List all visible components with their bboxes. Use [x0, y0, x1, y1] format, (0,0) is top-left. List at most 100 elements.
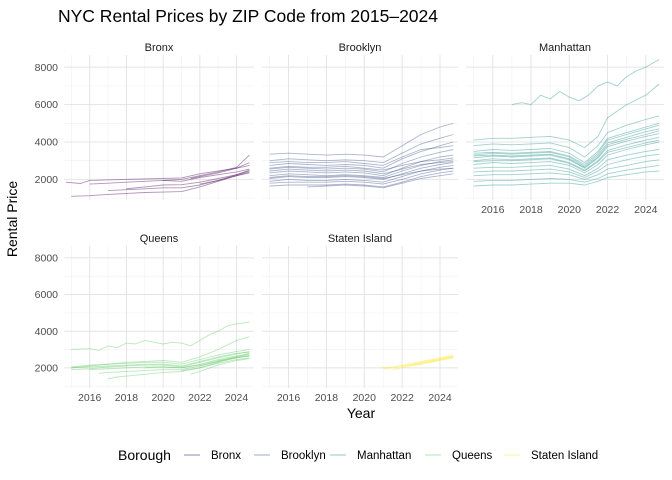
series-line-manhattan-5	[473, 128, 660, 167]
series-line-manhattan-16	[473, 139, 660, 172]
series-line-queens-5	[89, 353, 250, 371]
x-tick-label: 2024	[634, 204, 658, 216]
series-line-manhattan-12	[473, 164, 660, 183]
series-group-bronx	[65, 154, 250, 197]
legend-title: Borough	[118, 447, 171, 463]
series-line-staten-island-5	[411, 356, 454, 366]
series-group-staten-island	[379, 354, 454, 371]
series-line-bronx-3	[89, 168, 250, 185]
legend-label-bronx: Bronx	[211, 450, 241, 462]
series-group-queens	[71, 321, 250, 380]
series-line-brooklyn-11	[269, 157, 454, 171]
series-line-bronx-8	[199, 170, 250, 185]
series-line-manhattan-15	[473, 130, 660, 168]
series-line-brooklyn-3	[269, 141, 454, 169]
panel-queens: Queens 2000 4000 6000 8000 2016 2018 2020 2022 20…	[35, 233, 254, 404]
series-line-brooklyn-2	[269, 134, 454, 164]
legend-item-queens: Queens	[425, 450, 493, 462]
series-line-manhattan-7	[473, 136, 660, 171]
series-line-brooklyn-15	[269, 145, 454, 166]
y-tick-label: 2000	[35, 174, 59, 186]
y-tick-label: 4000	[35, 137, 59, 149]
legend: Borough Bronx Brooklyn Manhattan Queens Stat…	[118, 447, 598, 463]
x-tick-label: 2016	[481, 204, 505, 216]
series-line-brooklyn-6	[269, 159, 454, 178]
x-tick-label: 2018	[115, 392, 139, 404]
series-line-queens-6	[98, 355, 250, 374]
x-tick-label: 2016	[277, 392, 301, 404]
series-line-manhattan-13	[473, 170, 660, 187]
series-line-manhattan-4	[473, 122, 660, 164]
strip-label-manhattan: Manhattan	[539, 42, 591, 54]
series-line-brooklyn-4	[269, 149, 454, 173]
y-tick-label: 6000	[35, 99, 59, 111]
x-tick-label: 2022	[596, 204, 620, 216]
series-line-queens-2	[71, 336, 250, 369]
y-tick-label: 2000	[35, 362, 59, 374]
legend-item-brooklyn: Brooklyn	[254, 450, 326, 462]
series-line-manhattan-3	[473, 115, 660, 158]
series-line-queens-11	[190, 358, 250, 375]
x-axis-title: Year	[347, 405, 376, 421]
series-line-bronx-5	[126, 169, 250, 190]
series-line-manhattan-10	[473, 153, 660, 178]
series-line-manhattan-14	[473, 124, 660, 165]
series-line-staten-island-1	[379, 354, 454, 369]
legend-item-manhattan: Manhattan	[330, 450, 411, 462]
series-line-bronx-1	[65, 164, 250, 184]
legend-item-staten-island: Staten Island	[504, 450, 598, 462]
strip-label-queens: Queens	[140, 233, 179, 245]
series-line-queens-3	[71, 350, 250, 371]
chart-title: NYC Rental Prices by ZIP Code from 2015–…	[58, 6, 438, 26]
panel-staten-island: Staten Island 2016 2018 2020 2022 2024	[262, 233, 458, 404]
legend-label-staten-island: Staten Island	[531, 450, 598, 462]
series-line-staten-island-4	[401, 355, 454, 368]
y-tick-label: 8000	[35, 253, 59, 265]
x-tick-label: 2020	[558, 204, 582, 216]
x-tick-label: 2020	[151, 392, 175, 404]
series-line-bronx-2	[71, 171, 250, 197]
series-line-queens-10	[181, 355, 250, 372]
strip-label-staten-island: Staten Island	[328, 233, 392, 245]
series-line-brooklyn-12	[269, 161, 454, 175]
series-line-brooklyn-10	[269, 170, 454, 188]
series-line-queens-12	[199, 352, 250, 367]
series-line-brooklyn-9	[269, 167, 454, 185]
panel-bronx: Bronx 2000 4000 6000 8000	[35, 42, 254, 200]
x-tick-label: 2016	[78, 392, 102, 404]
series-line-bronx-6	[163, 154, 250, 181]
series-line-brooklyn-13	[269, 167, 454, 179]
legend-item-bronx: Bronx	[184, 450, 241, 462]
legend-label-manhattan: Manhattan	[357, 450, 411, 462]
series-line-manhattan-8	[473, 141, 660, 174]
legend-label-queens: Queens	[452, 450, 493, 462]
series-line-queens-1	[71, 321, 250, 351]
strip-label-bronx: Bronx	[145, 42, 174, 54]
x-tick-label: 2018	[519, 204, 543, 216]
series-line-manhattan-6	[473, 133, 660, 169]
series-line-queens-9	[144, 354, 250, 369]
series-line-manhattan-11	[473, 159, 660, 180]
strip-label-brooklyn: Brooklyn	[339, 42, 382, 54]
series-group-brooklyn	[269, 122, 454, 189]
series-line-manhattan-2	[473, 83, 660, 149]
y-tick-label: 6000	[35, 289, 59, 301]
x-tick-label: 2020	[353, 392, 377, 404]
x-tick-label: 2022	[188, 392, 212, 404]
series-line-brooklyn-8	[269, 164, 454, 183]
facet-panels: Bronx 2000 4000 6000 8000 Brooklyn Manhattan 20…	[35, 42, 664, 404]
series-line-manhattan-9	[473, 149, 660, 177]
series-line-brooklyn-1	[269, 122, 454, 158]
y-tick-label: 4000	[35, 326, 59, 338]
series-line-staten-island-3	[392, 357, 454, 371]
y-axis-title: Rental Price	[4, 181, 20, 257]
series-line-brooklyn-14	[307, 173, 454, 189]
series-line-manhattan-1	[511, 59, 660, 106]
series-line-staten-island-2	[383, 356, 454, 370]
y-tick-label: 8000	[35, 62, 59, 74]
series-line-queens-4	[71, 351, 250, 369]
series-line-brooklyn-7	[269, 162, 454, 180]
x-tick-label: 2018	[315, 392, 339, 404]
series-line-brooklyn-5	[269, 154, 454, 177]
x-tick-label: 2024	[428, 392, 452, 404]
